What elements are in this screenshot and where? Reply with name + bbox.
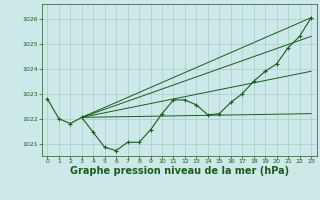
X-axis label: Graphe pression niveau de la mer (hPa): Graphe pression niveau de la mer (hPa) — [70, 166, 289, 176]
